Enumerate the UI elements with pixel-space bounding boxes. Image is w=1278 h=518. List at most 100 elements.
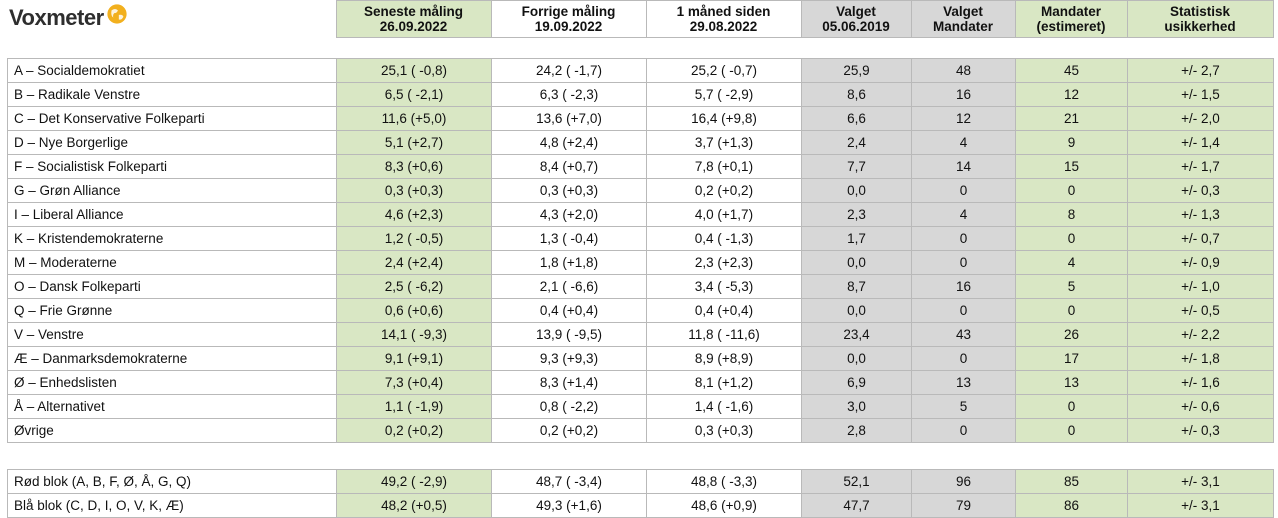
- election-percent: 8,6: [801, 82, 912, 107]
- election-seats: 48: [911, 58, 1016, 83]
- col-header-uncertainty: Statistisk usikkerhed: [1126, 0, 1274, 38]
- party-row: K – Kristendemokraterne 1,2 ( -0,5) 1,3 ( …: [7, 226, 1274, 251]
- latest-value: 0,2 (+0,2): [336, 418, 492, 443]
- uncertainty-value: +/- 0,3: [1127, 178, 1274, 203]
- month-ago-value: 8,9 (+8,9): [646, 346, 802, 371]
- party-name: Å – Alternativet: [7, 394, 337, 419]
- latest-value: 11,6 (+5,0): [336, 106, 492, 131]
- election-percent: 1,7: [801, 226, 912, 251]
- election-seats: 5: [911, 394, 1016, 419]
- globe-logo-icon: [107, 3, 127, 24]
- election-percent: 0,0: [801, 298, 912, 323]
- latest-value: 6,5 ( -2,1): [336, 82, 492, 107]
- election-seats: 43: [911, 322, 1016, 347]
- party-table: A – Socialdemokratiet 25,1 ( -0,8) 24,2 ( …: [7, 58, 1274, 443]
- previous-value: 0,4 (+0,4): [491, 298, 647, 323]
- seats-estimated: 9: [1015, 130, 1128, 155]
- seats-estimated: 0: [1015, 418, 1128, 443]
- party-name: D – Nye Borgerlige: [7, 130, 337, 155]
- month-ago-value: 2,3 (+2,3): [646, 250, 802, 275]
- col-header-election: Valget 05.06.2019: [800, 0, 912, 38]
- party-row: B – Radikale Venstre 6,5 ( -2,1) 6,3 ( -2,…: [7, 82, 1274, 107]
- uncertainty-value: +/- 0,6: [1127, 394, 1274, 419]
- uncertainty-value: +/- 2,7: [1127, 58, 1274, 83]
- latest-value: 7,3 (+0,4): [336, 370, 492, 395]
- party-name: I – Liberal Alliance: [7, 202, 337, 227]
- col-header-seats-estimated: Mandater (estimeret): [1014, 0, 1128, 38]
- seats-estimated: 0: [1015, 178, 1128, 203]
- latest-value: 1,1 ( -1,9): [336, 394, 492, 419]
- uncertainty-value: +/- 1,6: [1127, 370, 1274, 395]
- party-name: F – Socialistisk Folkeparti: [7, 154, 337, 179]
- election-percent: 47,7: [801, 493, 912, 518]
- seats-estimated: 17: [1015, 346, 1128, 371]
- col-header-election-seats: Valget Mandater: [910, 0, 1016, 38]
- bloc-row: Blå blok (C, D, I, O, V, K, Æ) 48,2 (+0,5…: [7, 493, 1274, 518]
- col-header-latest: Seneste måling 26.09.2022: [335, 0, 492, 38]
- party-row: C – Det Konservative Folkeparti 11,6 (+5,…: [7, 106, 1274, 131]
- latest-value: 1,2 ( -0,5): [336, 226, 492, 251]
- election-percent: 0,0: [801, 346, 912, 371]
- seats-estimated: 12: [1015, 82, 1128, 107]
- election-seats: 0: [911, 226, 1016, 251]
- election-percent: 6,6: [801, 106, 912, 131]
- previous-value: 0,3 (+0,3): [491, 178, 647, 203]
- election-seats: 0: [911, 346, 1016, 371]
- month-ago-value: 3,7 (+1,3): [646, 130, 802, 155]
- previous-value: 1,8 (+1,8): [491, 250, 647, 275]
- party-row: O – Dansk Folkeparti 2,5 ( -6,2) 2,1 ( -6,…: [7, 274, 1274, 299]
- party-name: Ø – Enhedslisten: [7, 370, 337, 395]
- previous-value: 8,3 (+1,4): [491, 370, 647, 395]
- month-ago-value: 0,4 ( -1,3): [646, 226, 802, 251]
- previous-value: 13,9 ( -9,5): [491, 322, 647, 347]
- month-ago-value: 8,1 (+1,2): [646, 370, 802, 395]
- seats-estimated: 4: [1015, 250, 1128, 275]
- election-seats: 0: [911, 298, 1016, 323]
- election-seats: 79: [911, 493, 1016, 518]
- party-name: K – Kristendemokraterne: [7, 226, 337, 251]
- latest-value: 14,1 ( -9,3): [336, 322, 492, 347]
- party-name: G – Grøn Alliance: [7, 178, 337, 203]
- latest-value: 48,2 (+0,5): [336, 493, 492, 518]
- seats-estimated: 0: [1015, 394, 1128, 419]
- uncertainty-value: +/- 1,8: [1127, 346, 1274, 371]
- party-name: B – Radikale Venstre: [7, 82, 337, 107]
- party-row: Å – Alternativet 1,1 ( -1,9) 0,8 ( -2,2) 1,…: [7, 394, 1274, 419]
- latest-value: 8,3 (+0,6): [336, 154, 492, 179]
- party-row: Q – Frie Grønne 0,6 (+0,6) 0,4 (+0,4) 0,4 (…: [7, 298, 1274, 323]
- latest-value: 4,6 (+2,3): [336, 202, 492, 227]
- seats-estimated: 86: [1015, 493, 1128, 518]
- month-ago-value: 1,4 ( -1,6): [646, 394, 802, 419]
- party-name: Øvrige: [7, 418, 337, 443]
- uncertainty-value: +/- 0,7: [1127, 226, 1274, 251]
- party-name: O – Dansk Folkeparti: [7, 274, 337, 299]
- seats-estimated: 5: [1015, 274, 1128, 299]
- previous-value: 49,3 (+1,6): [491, 493, 647, 518]
- seats-estimated: 15: [1015, 154, 1128, 179]
- party-row: I – Liberal Alliance 4,6 (+2,3) 4,3 (+2,0)…: [7, 202, 1274, 227]
- month-ago-value: 0,4 (+0,4): [646, 298, 802, 323]
- uncertainty-value: +/- 1,3: [1127, 202, 1274, 227]
- election-seats: 0: [911, 250, 1016, 275]
- uncertainty-value: +/- 1,7: [1127, 154, 1274, 179]
- latest-value: 49,2 ( -2,9): [336, 469, 492, 494]
- election-percent: 0,0: [801, 178, 912, 203]
- previous-value: 6,3 ( -2,3): [491, 82, 647, 107]
- election-seats: 4: [911, 130, 1016, 155]
- month-ago-value: 25,2 ( -0,7): [646, 58, 802, 83]
- previous-value: 48,7 ( -3,4): [491, 469, 647, 494]
- party-name: M – Moderaterne: [7, 250, 337, 275]
- party-name: Rød blok (A, B, F, Ø, Å, G, Q): [7, 469, 337, 494]
- month-ago-value: 3,4 ( -5,3): [646, 274, 802, 299]
- latest-value: 2,4 (+2,4): [336, 250, 492, 275]
- election-percent: 3,0: [801, 394, 912, 419]
- seats-estimated: 21: [1015, 106, 1128, 131]
- bloc-row: Rød blok (A, B, F, Ø, Å, G, Q) 49,2 ( -2,…: [7, 469, 1274, 494]
- uncertainty-value: +/- 0,3: [1127, 418, 1274, 443]
- logo: Voxmeter: [7, 1, 336, 38]
- uncertainty-value: +/- 1,5: [1127, 82, 1274, 107]
- party-row: V – Venstre 14,1 ( -9,3) 13,9 ( -9,5) 11,8 …: [7, 322, 1274, 347]
- latest-value: 0,3 (+0,3): [336, 178, 492, 203]
- election-seats: 16: [911, 274, 1016, 299]
- latest-value: 5,1 (+2,7): [336, 130, 492, 155]
